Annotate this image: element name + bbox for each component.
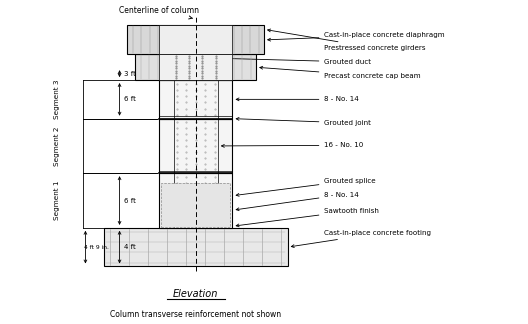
Text: 4 ft 9 in.: 4 ft 9 in. xyxy=(84,245,109,249)
Text: Segment 3: Segment 3 xyxy=(53,80,60,119)
Text: Cast-in-place concrete footing: Cast-in-place concrete footing xyxy=(291,230,431,248)
Text: 6 ft: 6 ft xyxy=(124,198,136,203)
Bar xyxy=(159,173,232,228)
Text: Column transverse reinforcement not shown: Column transverse reinforcement not show… xyxy=(110,310,281,319)
Bar xyxy=(159,80,232,119)
Text: Segment 1: Segment 1 xyxy=(53,181,60,220)
Text: 4 ft: 4 ft xyxy=(124,244,136,250)
Text: Segment 2: Segment 2 xyxy=(53,126,60,166)
Text: 8 - No. 14: 8 - No. 14 xyxy=(236,192,359,211)
Text: Precast concrete cap beam: Precast concrete cap beam xyxy=(260,66,421,79)
Text: Sawtooth finish: Sawtooth finish xyxy=(236,208,379,227)
Bar xyxy=(127,26,264,54)
Text: Elevation: Elevation xyxy=(173,289,219,299)
Text: Grouted splice: Grouted splice xyxy=(236,178,376,196)
Text: Grouted joint: Grouted joint xyxy=(236,118,371,126)
Bar xyxy=(159,26,232,54)
Bar xyxy=(104,228,288,266)
Text: Prestressed concrete girders: Prestressed concrete girders xyxy=(268,29,426,51)
Text: 16 - No. 10: 16 - No. 10 xyxy=(221,142,364,148)
Text: 3 ft: 3 ft xyxy=(124,71,136,77)
Bar xyxy=(161,183,230,226)
Bar xyxy=(159,54,232,80)
Text: Cast-in-place concrete diaphragm: Cast-in-place concrete diaphragm xyxy=(268,32,445,41)
Text: Grouted duct: Grouted duct xyxy=(221,57,371,65)
Text: 6 ft: 6 ft xyxy=(124,96,136,102)
Bar xyxy=(135,54,256,80)
Text: Centerline of column: Centerline of column xyxy=(119,6,199,19)
Bar xyxy=(159,119,232,173)
Text: 8 - No. 14: 8 - No. 14 xyxy=(236,96,359,102)
